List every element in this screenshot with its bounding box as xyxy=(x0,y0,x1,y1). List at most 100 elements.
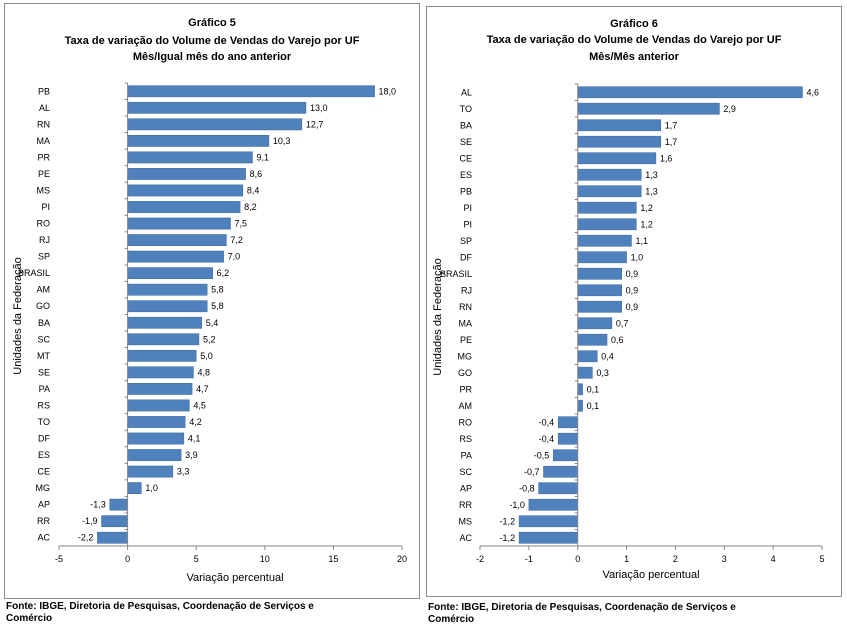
chart-title-line-2: Taxa de variação do Volume de Vendas do … xyxy=(64,35,360,47)
category-label: SE xyxy=(460,137,472,147)
category-label: BRASIL xyxy=(18,268,50,278)
data-label: 3,9 xyxy=(185,450,198,460)
category-label: PB xyxy=(38,86,50,96)
category-label: DF xyxy=(460,252,472,262)
data-label: 1,2 xyxy=(640,203,653,213)
category-label: AP xyxy=(38,500,50,510)
category-label: PE xyxy=(460,335,472,345)
category-label: AL xyxy=(39,103,50,113)
category-label: SC xyxy=(459,467,472,477)
category-label: RJ xyxy=(39,235,50,245)
data-label: 0,1 xyxy=(587,384,600,394)
data-label: 3,3 xyxy=(177,467,190,477)
data-label: 1,1 xyxy=(635,236,648,246)
category-label: GO xyxy=(458,368,472,378)
data-label: 1,7 xyxy=(665,120,678,130)
bar xyxy=(518,531,578,544)
x-tick-label: 0 xyxy=(575,554,580,564)
bar xyxy=(577,119,662,132)
data-label: 8,4 xyxy=(247,185,260,195)
category-label: PI xyxy=(463,203,472,213)
data-label: 0,3 xyxy=(596,368,609,378)
category-label: CE xyxy=(459,153,472,163)
data-label: -1,2 xyxy=(500,533,516,543)
x-tick-label: 0 xyxy=(125,554,130,564)
data-label: 1,6 xyxy=(660,153,673,163)
x-tick-label: 5 xyxy=(819,554,824,564)
bar xyxy=(557,432,578,445)
bar xyxy=(577,333,608,346)
x-tick-label: -5 xyxy=(55,554,63,564)
bar xyxy=(577,201,637,214)
bar xyxy=(557,416,578,429)
category-label: RS xyxy=(37,400,50,410)
bar xyxy=(577,317,613,330)
data-label: 4,2 xyxy=(189,417,202,427)
data-label: -1,2 xyxy=(500,516,516,526)
category-label: AM xyxy=(37,285,51,295)
source-line-2: Comércio xyxy=(428,614,475,625)
bar xyxy=(577,284,622,297)
category-label: RJ xyxy=(461,285,472,295)
bar xyxy=(538,482,578,495)
category-label: MA xyxy=(37,136,51,146)
category-label: AC xyxy=(37,533,50,543)
category-label: RN xyxy=(37,119,50,129)
data-label: 4,5 xyxy=(193,400,206,410)
data-label: 1,0 xyxy=(631,252,644,262)
data-label: -2,2 xyxy=(78,533,94,543)
category-label: SC xyxy=(37,334,50,344)
category-label: AC xyxy=(459,533,472,543)
data-label: 0,1 xyxy=(587,401,600,411)
x-tick-label: 5 xyxy=(194,554,199,564)
data-label: 7,2 xyxy=(230,235,243,245)
data-label: -0,5 xyxy=(534,450,550,460)
data-label: 18,0 xyxy=(379,86,397,96)
bar xyxy=(577,135,662,148)
category-label: SE xyxy=(38,367,50,377)
data-label: 1,0 xyxy=(145,483,158,493)
category-label: AP xyxy=(460,483,472,493)
bar xyxy=(528,498,578,511)
category-label: ES xyxy=(38,450,50,460)
data-label: 0,4 xyxy=(601,351,614,361)
data-label: 4,8 xyxy=(197,367,210,377)
data-label: 0,9 xyxy=(626,302,639,312)
data-label: 4,1 xyxy=(188,434,201,444)
category-label: RO xyxy=(459,417,473,427)
x-tick-label: 4 xyxy=(771,554,776,564)
category-label: RO xyxy=(37,219,51,229)
category-label: RR xyxy=(37,516,50,526)
data-label: 5,8 xyxy=(211,285,224,295)
data-label: 6,2 xyxy=(217,268,230,278)
category-label: BRASIL xyxy=(440,269,472,279)
category-label: MG xyxy=(36,483,51,493)
category-label: PI xyxy=(41,202,50,212)
bar xyxy=(577,251,627,264)
data-label: 8,6 xyxy=(250,169,263,179)
data-label: 4,7 xyxy=(196,384,209,394)
bar xyxy=(577,102,720,115)
source-line-2: Comércio xyxy=(6,613,53,624)
data-label: 7,5 xyxy=(235,219,248,229)
x-tick-label: 1 xyxy=(624,554,629,564)
bar xyxy=(577,168,642,181)
x-tick-label: 20 xyxy=(397,554,407,564)
bar xyxy=(577,234,632,247)
data-label: 0,6 xyxy=(611,335,624,345)
category-label: MS xyxy=(37,185,51,195)
category-label: MS xyxy=(459,516,473,526)
category-label: PB xyxy=(460,186,472,196)
bar xyxy=(577,366,593,379)
data-label: 7,0 xyxy=(228,252,241,262)
bar xyxy=(577,350,598,363)
data-label: 1,3 xyxy=(645,186,658,196)
category-label: PR xyxy=(459,384,472,394)
bar xyxy=(577,86,803,99)
category-label: MT xyxy=(37,351,50,361)
category-label: SP xyxy=(38,252,50,262)
data-label: 1,7 xyxy=(665,137,678,147)
chart-title-line-2: Taxa de variação do Volume de Vendas do … xyxy=(486,34,782,46)
category-label: PR xyxy=(37,152,50,162)
